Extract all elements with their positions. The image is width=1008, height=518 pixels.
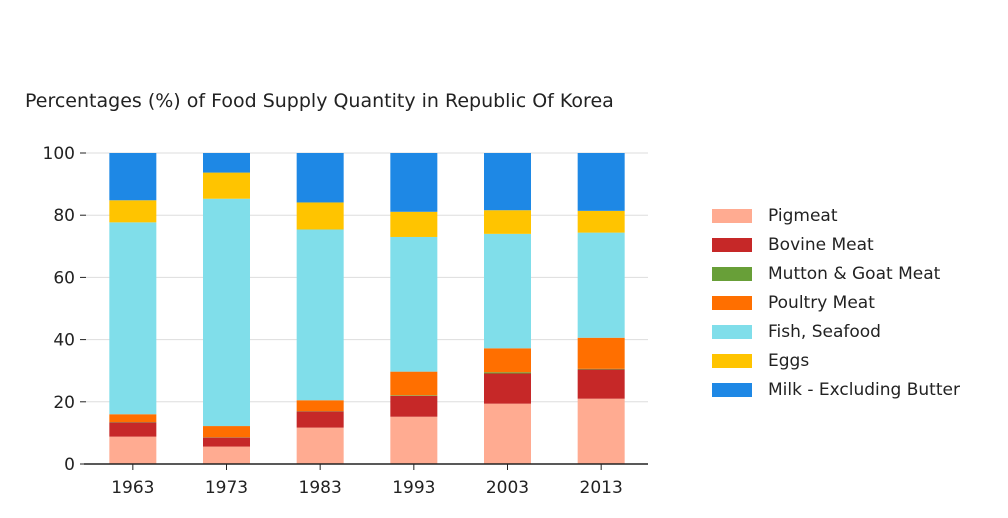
y-tick-label: 60 (53, 268, 75, 288)
bar-segment (296, 202, 344, 230)
bar-segment (577, 369, 625, 399)
bar-segment (203, 446, 250, 464)
y-tick-label: 20 (53, 393, 75, 413)
x-tick-label: 1963 (111, 478, 154, 498)
y-tick-label: 0 (64, 455, 75, 475)
legend-item: Bovine Meat (712, 230, 960, 259)
legend-item: Mutton & Goat Meat (712, 259, 960, 288)
bar-segment (577, 368, 625, 370)
legend-item: Poultry Meat (712, 288, 960, 317)
x-tick-label: 1973 (205, 478, 248, 498)
x-tick-label: 2003 (486, 478, 529, 498)
bar-segment (484, 210, 531, 234)
chart-title: Percentages (%) of Food Supply Quantity … (25, 90, 614, 112)
bar-segment (296, 229, 344, 401)
legend-label: Fish, Seafood (768, 321, 881, 342)
legend-item: Pigmeat (712, 201, 960, 230)
x-tick-label: 2013 (580, 478, 623, 498)
legend-swatch (712, 237, 752, 252)
bar-segment (296, 153, 344, 203)
bar-segment (390, 395, 438, 417)
bar-segment (484, 233, 531, 349)
bar-segment (577, 232, 625, 338)
bar-segment (296, 411, 344, 428)
bar-segment (484, 373, 531, 404)
bar-segment (203, 426, 250, 438)
legend-swatch (712, 266, 752, 281)
legend-label: Milk - Excluding Butter (768, 379, 960, 400)
bar-segment (484, 348, 531, 373)
bar-segment (390, 416, 438, 464)
legend-label: Mutton & Goat Meat (768, 263, 941, 284)
bar-segment (203, 153, 250, 173)
bar-segment (203, 172, 250, 199)
legend-label: Pigmeat (768, 205, 838, 226)
bar-segment (577, 153, 625, 211)
y-tick-label: 40 (53, 331, 75, 351)
legend-label: Eggs (768, 350, 810, 371)
legend-label: Bovine Meat (768, 234, 874, 255)
legend-item: Fish, Seafood (712, 317, 960, 346)
bar-segment (390, 211, 438, 237)
legend-swatch (712, 353, 752, 368)
bar-segment (390, 236, 438, 372)
legend-swatch (712, 295, 752, 310)
legend-item: Milk - Excluding Butter (712, 375, 960, 404)
bar-segment (577, 398, 625, 464)
bar-segment (109, 436, 157, 464)
bar-segment (109, 222, 157, 415)
bar-segment (577, 337, 625, 369)
y-tick-label: 80 (53, 206, 75, 226)
y-tick-label: 100 (43, 144, 75, 164)
bar-segment (296, 427, 344, 464)
bar-segment (390, 371, 438, 396)
bar-segment (109, 153, 157, 201)
bar-segment (484, 153, 531, 211)
legend-item: Eggs (712, 346, 960, 375)
x-tick-label: 1983 (299, 478, 342, 498)
chart-legend: Pigmeat Bovine Meat Mutton & Goat Meat Poul… (712, 201, 960, 404)
bar-segment (296, 400, 344, 412)
bar-segment (109, 414, 157, 423)
bar-segment (577, 210, 625, 233)
legend-swatch (712, 382, 752, 397)
bar-segment (109, 200, 157, 223)
bar-segment (390, 153, 438, 212)
x-tick-label: 1993 (392, 478, 435, 498)
bar-segment (484, 372, 531, 374)
bar-segment (109, 422, 157, 437)
legend-swatch (712, 324, 752, 339)
bar-segment (484, 403, 531, 464)
legend-swatch (712, 208, 752, 223)
bar-segment (203, 437, 250, 447)
bar-segment (390, 395, 438, 396)
legend-label: Poultry Meat (768, 292, 875, 313)
bar-segment (203, 198, 250, 427)
